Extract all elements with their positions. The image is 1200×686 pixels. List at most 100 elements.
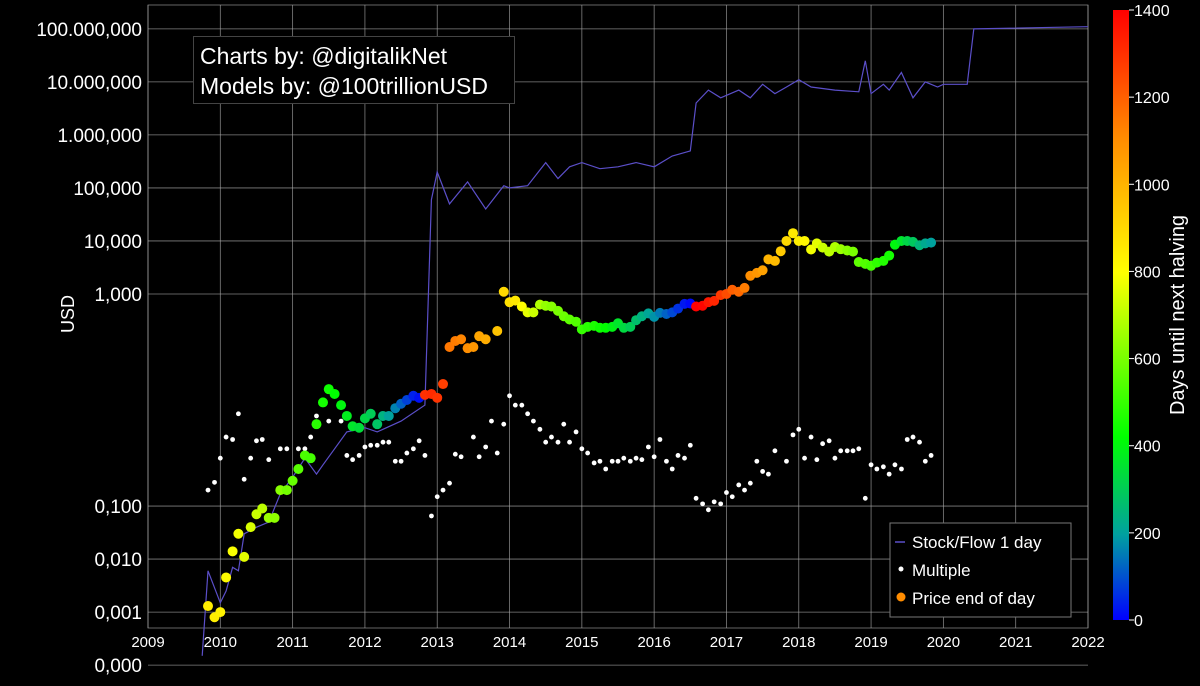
price-point <box>625 321 636 332</box>
multiple-point <box>862 495 868 501</box>
multiple-point <box>850 448 856 454</box>
multiple-point <box>826 438 832 444</box>
multiple-point <box>392 458 398 464</box>
multiple-point <box>494 450 500 456</box>
multiple-point <box>880 464 886 470</box>
price-point <box>510 295 521 306</box>
legend-dot-price <box>896 592 906 602</box>
multiple-point <box>458 454 464 460</box>
multiple-point <box>627 458 633 464</box>
multiple-point <box>724 490 729 495</box>
x-tick-label: 2022 <box>1071 634 1104 651</box>
price-point <box>468 341 479 352</box>
colorbar-gradient <box>1113 10 1129 620</box>
colorbar-tick-label: 400 <box>1134 439 1161 456</box>
multiple-point <box>266 457 272 463</box>
multiple-point <box>700 501 705 507</box>
legend-box <box>889 522 1072 618</box>
multiple-point <box>615 458 621 464</box>
stock-flow-line <box>201 26 1089 656</box>
colorbar-tick-label: 1200 <box>1134 90 1170 107</box>
price-point <box>787 228 798 239</box>
multiple-point <box>639 457 645 463</box>
price-point <box>926 237 937 248</box>
multiple-point <box>374 442 380 448</box>
y-tick-label: 1.000,000 <box>57 126 142 147</box>
price-point <box>317 397 328 408</box>
price-point <box>432 392 443 403</box>
multiple-point <box>886 471 892 477</box>
multiple-point <box>664 458 669 464</box>
multiple-point <box>531 418 536 424</box>
multiple-point <box>386 439 392 445</box>
price-point <box>293 463 304 474</box>
multiple-point <box>687 442 693 448</box>
y-tick-label: 100.000,000 <box>36 20 142 41</box>
multiple-point <box>820 441 826 447</box>
multiple-point <box>338 418 344 424</box>
price-point <box>571 316 582 327</box>
colorbar-label: Days until next halving <box>1167 215 1189 415</box>
price-point <box>884 250 895 261</box>
multiple-point <box>736 482 742 488</box>
multiple-point <box>760 469 766 474</box>
price-point <box>769 255 780 266</box>
multiple-point <box>772 448 778 454</box>
price-point <box>239 551 250 562</box>
multiple-point <box>277 446 283 452</box>
multiple-point <box>567 439 572 445</box>
axis-ticks: 2009 2010 2011 2012 2013 2014 2015 2016 2017 2018… <box>36 20 1104 677</box>
multiple-point <box>326 418 332 424</box>
multiple-point <box>284 446 290 452</box>
colorbar-tick-label: 200 <box>1134 526 1161 543</box>
multiple-point <box>844 448 850 454</box>
multiple-point <box>525 411 531 417</box>
multiple-point <box>899 466 904 472</box>
multiple-point <box>669 466 675 472</box>
multiple-point <box>501 421 507 427</box>
multiple-point <box>917 439 922 445</box>
multiple-point <box>549 434 554 440</box>
multiple-point <box>440 487 446 493</box>
multiple-point <box>796 426 802 432</box>
y-tick-label: 100,000 <box>73 179 142 200</box>
multiple-point <box>856 446 862 452</box>
multiple-point <box>838 448 844 454</box>
multiple-point <box>217 455 223 461</box>
x-tick-label: 2015 <box>565 634 598 651</box>
colorbar-tick-label: 1400 <box>1134 3 1170 20</box>
colorbar: 0 200 400 600 800 1000 1200 1400 Days until nex… <box>1113 3 1189 630</box>
price-point <box>257 503 268 514</box>
price-point <box>336 400 347 411</box>
price-point <box>329 388 340 399</box>
multiple-point <box>651 454 657 460</box>
legend: Stock/Flow 1 day Multiple Price end of d… <box>889 522 1072 618</box>
colorbar-ticks: 0 200 400 600 800 1000 1200 1400 <box>1129 3 1170 630</box>
multiple-point <box>675 453 681 458</box>
multiple-point <box>892 462 898 468</box>
x-tick-label: 2010 <box>204 634 237 651</box>
multiple-point <box>507 393 512 399</box>
x-tick-label: 2013 <box>421 634 454 651</box>
price-point <box>305 453 316 464</box>
multiple-point <box>711 499 717 505</box>
multiple-point <box>718 501 724 507</box>
x-tick-label: 2021 <box>999 634 1032 651</box>
credits-models: Models by: @100trillionUSD <box>200 73 488 99</box>
x-tick-label: 2011 <box>276 634 308 651</box>
multiple-point <box>489 418 494 424</box>
price-point <box>799 235 810 246</box>
price-point <box>781 235 792 246</box>
multiple-point <box>729 494 735 500</box>
colorbar-tick-label: 0 <box>1134 613 1143 630</box>
price-point <box>757 265 768 276</box>
multiple-point <box>537 426 543 432</box>
multiple-point <box>230 437 236 442</box>
multiple-point <box>585 450 591 456</box>
multiple-point <box>573 429 579 435</box>
multiple-point <box>356 453 362 458</box>
price-point <box>221 572 232 583</box>
multiple-point <box>422 453 428 458</box>
multiple-point <box>429 513 434 519</box>
